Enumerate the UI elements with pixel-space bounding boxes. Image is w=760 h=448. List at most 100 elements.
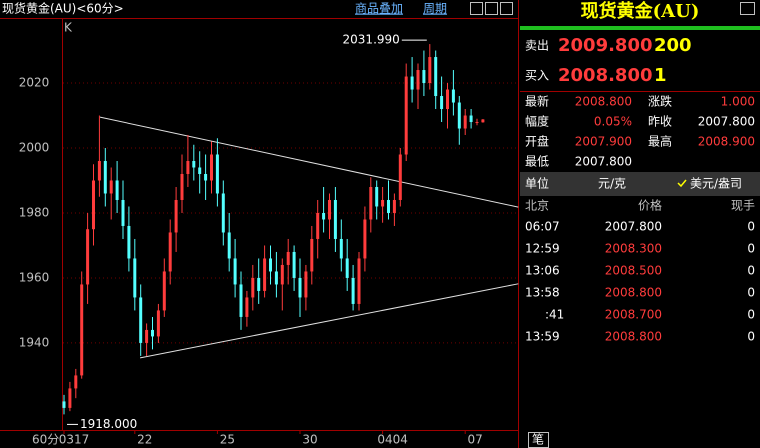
ticks: 北京 价格 现手 06:07 2007.800 0 12:59 2008.300 0 13:06 2… (525, 198, 755, 344)
candle-body (86, 229, 90, 285)
stat-value: 2007.800 (698, 115, 755, 129)
icon[interactable] (470, 2, 483, 15)
stat-label: 开盘 (525, 134, 549, 149)
candle-body (103, 160, 107, 194)
period-link[interactable]: 周期 (423, 2, 447, 16)
candle-body (269, 258, 272, 272)
stat-value: 0.05% (594, 115, 632, 129)
stat-label: 最高 (648, 134, 672, 149)
candle-body (245, 297, 249, 317)
stat-label: 涨跌 (648, 94, 672, 109)
candle-body (97, 160, 101, 181)
sell-volume: 200 (654, 35, 692, 56)
icon[interactable] (740, 2, 755, 15)
unit-alt[interactable]: 美元/盎司 (690, 177, 742, 191)
candle-body (121, 199, 125, 226)
stat-value: 2008.900 (698, 135, 755, 149)
x-tick-label: 0404 (377, 433, 408, 447)
tick-cell: 0 (747, 286, 755, 300)
candle-body (322, 212, 326, 220)
tick-cell: 2007.800 (605, 220, 662, 234)
icon[interactable] (500, 2, 513, 15)
chart-title: 现货黄金(AU)<60分> (2, 1, 124, 16)
candle-body (186, 160, 190, 174)
candle-body (339, 238, 343, 259)
y-tick-label: 1980 (19, 205, 50, 219)
candle-body (416, 70, 420, 90)
candle-body (333, 199, 337, 239)
candle-body (156, 310, 160, 337)
tick-cell: 0 (747, 308, 755, 322)
tick-cell: 13:58 (525, 286, 560, 300)
ticks-header: 北京 (525, 199, 549, 213)
candle-body (251, 277, 255, 298)
overlay-link[interactable]: 商品叠加 (355, 1, 403, 16)
ticks-header: 价格 (638, 198, 662, 213)
x-tick-label: 22 (137, 433, 152, 447)
buy-volume: 1 (654, 65, 667, 86)
stat-label: 最新 (525, 94, 549, 109)
candle-body (151, 329, 154, 337)
stat-label: 幅度 (525, 114, 549, 129)
candle-body (127, 225, 131, 259)
candle-body (180, 173, 184, 200)
candle-body (204, 173, 208, 181)
toolbar-icons[interactable] (470, 2, 755, 15)
candle-body (387, 199, 390, 213)
candle-body (62, 401, 66, 408)
buy-price: 2008.800 (558, 65, 653, 86)
sell-label: 卖出 (525, 39, 549, 53)
ticks-header: 现手 (731, 199, 755, 213)
candle-body (257, 277, 261, 291)
x-tick-label: 0317 (59, 433, 90, 447)
candle-body (215, 154, 219, 194)
candle-body (357, 258, 361, 304)
stats: 最新 2008.800 涨跌 1.000 幅度 0.05% 昨收 2007.800 开盘 2007… (525, 94, 755, 169)
candle-body (286, 251, 290, 265)
stat-value: 2008.800 (575, 95, 632, 109)
sell-price: 2009.800 (558, 35, 653, 56)
candle-body (345, 258, 349, 278)
candle-body (80, 284, 84, 376)
y-tick-label: 2000 (19, 141, 50, 155)
stat-value: 2007.800 (575, 155, 632, 169)
candle-body (145, 329, 149, 343)
candle-body (92, 180, 95, 230)
candle-body (381, 199, 385, 207)
tick-cell: 2008.800 (605, 330, 662, 344)
tick-cell: 0 (747, 220, 755, 234)
candle-body (392, 199, 396, 213)
candle-body (351, 277, 355, 304)
icon[interactable] (485, 2, 498, 15)
stat-value: 1.000 (721, 95, 755, 109)
tick-cell: :41 (545, 308, 564, 322)
candle-body (316, 212, 320, 239)
buy-label: 买入 (525, 69, 549, 83)
panel-label: K (64, 21, 73, 35)
candle-body (475, 122, 479, 124)
candle-body (174, 199, 178, 233)
tab-label[interactable]: 笔 (532, 432, 544, 447)
candle-body (463, 115, 467, 129)
y-tick-label: 2020 (19, 76, 50, 90)
tick-cell: 2008.700 (605, 308, 662, 322)
check-icon[interactable] (677, 179, 687, 188)
candle-body (210, 154, 213, 181)
candle-body (481, 119, 485, 123)
candle-body (221, 193, 225, 233)
candle-body (233, 258, 237, 285)
candle-body (198, 167, 202, 174)
stat-label: 昨收 (648, 115, 672, 129)
x-tick-label: 25 (220, 433, 235, 447)
unit-value: 元/克 (598, 177, 626, 191)
candle-body (168, 232, 172, 272)
candle-body (298, 277, 302, 298)
candle-body (263, 258, 267, 291)
title-bar (520, 26, 760, 30)
tick-cell: 13:06 (525, 264, 560, 278)
annotation: 1918.000 (80, 417, 137, 431)
tick-cell: 0 (747, 330, 755, 344)
stat-value: 2007.900 (575, 135, 632, 149)
